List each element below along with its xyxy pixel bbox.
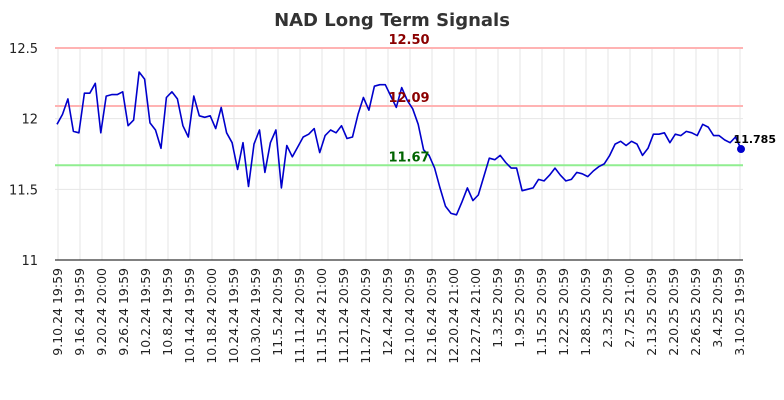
labels: 12.50 12.09 11.67 11.785 bbox=[388, 33, 776, 165]
chart-title: NAD Long Term Signals bbox=[274, 10, 510, 31]
x-tick-label: 1.3.25 20:59 bbox=[490, 268, 505, 348]
x-tick-label: 1.22.25 20:59 bbox=[556, 268, 571, 356]
x-tick-label: 9.26.24 19:59 bbox=[116, 268, 131, 356]
x-tick-label: 2.26.25 20:59 bbox=[688, 268, 703, 356]
x-tick-label: 9.16.24 19:59 bbox=[72, 268, 87, 356]
x-tick-label: 10.14.24 19:59 bbox=[182, 268, 197, 364]
last-point-marker bbox=[737, 145, 745, 154]
x-tick-label: 10.18.24 20:00 bbox=[204, 268, 219, 364]
x-tick-label: 12.4.24 20:59 bbox=[380, 268, 395, 356]
x-tick-label: 11.5.24 20:59 bbox=[270, 268, 285, 356]
x-tick-label: 12.27.24 21:00 bbox=[468, 268, 483, 364]
x-tick-label: 3.4.25 20:59 bbox=[710, 268, 725, 348]
level-label: 12.09 bbox=[388, 91, 429, 106]
x-tick-label: 10.30.24 19:59 bbox=[248, 268, 263, 364]
axes: 11 11.5 12 12.5 9.10.24 19:59 9.16.24 19:59 9.… bbox=[9, 42, 747, 364]
level-label: 12.50 bbox=[388, 33, 429, 48]
x-tick-label: 11.11.24 20:59 bbox=[292, 268, 307, 364]
x-tick-label: 9.20.24 20:00 bbox=[94, 268, 109, 356]
x-tick-label: 3.10.25 19:59 bbox=[732, 268, 747, 356]
signal-levels bbox=[55, 47, 743, 167]
x-tick-label: 11.27.24 20:59 bbox=[358, 268, 373, 364]
price-series-line bbox=[56, 71, 742, 216]
level-label: 11.67 bbox=[388, 150, 429, 165]
series bbox=[56, 71, 745, 216]
last-point-label: 11.785 bbox=[734, 133, 776, 146]
x-tick-label: 11.15.24 21:00 bbox=[314, 268, 329, 364]
x-tick-label: 10.2.24 19:59 bbox=[138, 268, 153, 356]
x-tick-label: 1.15.25 20:59 bbox=[534, 268, 549, 356]
x-tick-label: 11.21.24 20:59 bbox=[336, 268, 351, 364]
x-tick-label: 2.20.25 20:59 bbox=[666, 268, 681, 356]
x-tick-label: 1.28.25 20:59 bbox=[578, 268, 593, 356]
y-tick-label: 12.5 bbox=[9, 42, 38, 57]
x-tick-label: 2.3.25 20:59 bbox=[600, 268, 615, 348]
x-tick-label: 10.8.24 19:59 bbox=[160, 268, 175, 356]
x-tick-label: 9.10.24 19:59 bbox=[50, 268, 65, 356]
y-tick-label: 11.5 bbox=[9, 183, 38, 198]
y-tick-label: 11 bbox=[21, 254, 38, 269]
x-tick-label: 2.13.25 20:59 bbox=[644, 268, 659, 356]
x-tick-label: 10.24.24 19:59 bbox=[226, 268, 241, 364]
x-tick-label: 12.20.24 21:00 bbox=[446, 268, 461, 364]
y-tick-label: 12 bbox=[21, 113, 38, 128]
x-tick-label: 1.9.25 20:59 bbox=[512, 268, 527, 348]
x-tick-label: 12.10.24 20:59 bbox=[402, 268, 417, 364]
x-tick-label: 12.16.24 20:59 bbox=[424, 268, 439, 364]
x-tick-label: 2.7.25 21:00 bbox=[622, 268, 637, 348]
